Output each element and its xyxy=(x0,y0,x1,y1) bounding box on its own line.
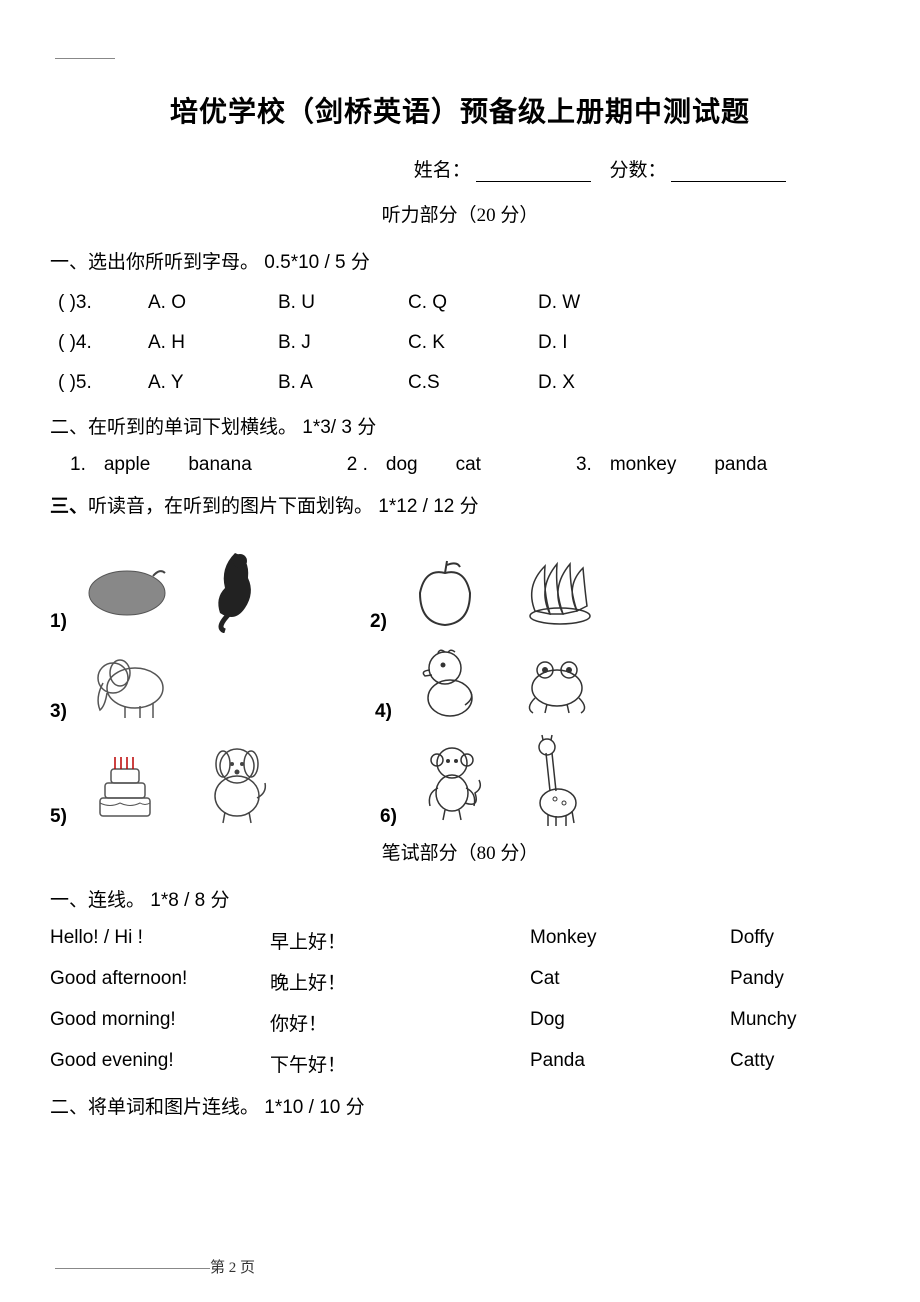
pic-row-2: 3) 4) xyxy=(50,643,870,723)
pic-label-5: 5) xyxy=(50,806,85,828)
word-option: cat xyxy=(456,454,481,476)
mc-row: ( )5.A. YB. AC.SD. X xyxy=(50,372,870,394)
match-cell: Monkey xyxy=(530,927,730,954)
written-section-title: 笔试部分（80 分） xyxy=(50,838,870,865)
mc-option: C.S xyxy=(408,372,538,394)
pic-row-3: 5) xyxy=(50,733,870,828)
mc-paren[interactable]: ( )4. xyxy=(58,332,148,354)
mc-paren[interactable]: ( )3. xyxy=(58,292,148,314)
q1-heading: 一、选出你所听到字母。 0.5*10 / 5 分 xyxy=(50,247,870,274)
q4-heading: 一、连线。 1*8 / 8 分 xyxy=(50,885,870,912)
word-option: monkey xyxy=(610,454,677,476)
mc-row: ( )4.A. HB. JC. KD. I xyxy=(50,332,870,354)
name-blank[interactable] xyxy=(476,164,591,182)
pic-row-1: 1) 2) xyxy=(50,543,870,633)
match-row: Hello! / Hi !早上好！MonkeyDoffy xyxy=(50,927,870,954)
q3-rest: 听读音，在听到的图片下面划钩。 1*12 / 12 分 xyxy=(88,496,479,517)
footer-rule xyxy=(55,1268,210,1269)
match-row: Good morning!你好！DogMunchy xyxy=(50,1009,870,1036)
pic-label-6: 6) xyxy=(380,806,415,828)
dog-icon xyxy=(195,738,280,828)
top-rule xyxy=(55,58,115,59)
match-cell: Good afternoon! xyxy=(50,968,270,995)
word-num: 1. xyxy=(70,454,86,476)
word-option: panda xyxy=(714,454,767,476)
mc-option: B. A xyxy=(278,372,408,394)
giraffe-icon xyxy=(520,733,590,828)
frog-icon xyxy=(515,648,600,718)
mc-option: A. O xyxy=(148,292,278,314)
match-cell: Munchy xyxy=(730,1009,797,1036)
page-title: 培优学校（剑桥英语）预备级上册期中测试题 xyxy=(50,90,870,130)
match-table: Hello! / Hi !早上好！MonkeyDoffy Good afterno… xyxy=(50,927,870,1077)
mc-option: B. U xyxy=(278,292,408,314)
mc-option: D. X xyxy=(538,372,668,394)
match-cell: 早上好！ xyxy=(270,927,530,954)
mc-option: A. Y xyxy=(148,372,278,394)
match-cell: Doffy xyxy=(730,927,774,954)
mc-option: C. Q xyxy=(408,292,538,314)
word-row: 1. apple banana 2 . dog cat 3. monkey panda xyxy=(50,454,870,476)
duck-icon xyxy=(410,643,485,723)
q3-prefix: 三、 xyxy=(50,496,88,517)
match-cell: 下午好！ xyxy=(270,1050,530,1077)
pic-label-3: 3) xyxy=(50,701,85,723)
match-cell: Dog xyxy=(530,1009,730,1036)
monkey-icon xyxy=(415,738,490,823)
listening-section-title: 听力部分（20 分） xyxy=(50,200,870,227)
match-cell: 你好！ xyxy=(270,1009,530,1036)
q5-heading: 二、将单词和图片连线。 1*10 / 10 分 xyxy=(50,1092,870,1119)
pic-label-4: 4) xyxy=(375,701,410,723)
match-cell: Good morning! xyxy=(50,1009,270,1036)
pic-section: 1) 2) xyxy=(50,543,870,828)
match-row: Good afternoon!晚上好！CatPandy xyxy=(50,968,870,995)
word-num: 3. xyxy=(576,454,592,476)
elephant-icon xyxy=(85,648,175,723)
mango-icon xyxy=(85,558,170,618)
match-cell: Hello! / Hi ! xyxy=(50,927,270,954)
word-option: apple xyxy=(104,454,151,476)
score-blank[interactable] xyxy=(671,164,786,182)
q3-heading: 三、听读音，在听到的图片下面划钩。 1*12 / 12 分 xyxy=(50,491,870,518)
match-row: Good evening!下午好！PandaCatty xyxy=(50,1050,870,1077)
mc-option: D. W xyxy=(538,292,668,314)
mc-option: A. H xyxy=(148,332,278,354)
word-option: dog xyxy=(386,454,418,476)
match-cell: Panda xyxy=(530,1050,730,1077)
mc-paren[interactable]: ( )5. xyxy=(58,372,148,394)
q2-heading: 二、在听到的单词下划横线。 1*3/ 3 分 xyxy=(50,412,870,439)
apple-icon xyxy=(405,553,485,633)
name-score-line: 姓名： 分数： xyxy=(50,155,870,182)
mc-option: B. J xyxy=(278,332,408,354)
score-label: 分数： xyxy=(610,160,667,181)
name-label: 姓名： xyxy=(414,160,471,181)
match-cell: Cat xyxy=(530,968,730,995)
mc-container: ( )3.A. OB. UC. QD. W ( )4.A. HB. JC. KD.… xyxy=(50,292,870,394)
mc-option: D. I xyxy=(538,332,668,354)
word-option: banana xyxy=(188,454,251,476)
mc-option: C. K xyxy=(408,332,538,354)
banana-icon xyxy=(515,556,605,631)
pic-label-2: 2) xyxy=(370,611,405,633)
lizard-icon xyxy=(200,543,270,633)
word-num: 2 . xyxy=(347,454,368,476)
footer-text: 第 2 页 xyxy=(210,1260,255,1276)
mc-row: ( )3.A. OB. UC. QD. W xyxy=(50,292,870,314)
match-cell: Pandy xyxy=(730,968,784,995)
page-footer: 第 2 页 xyxy=(55,1256,255,1277)
match-cell: Catty xyxy=(730,1050,774,1077)
match-cell: 晚上好！ xyxy=(270,968,530,995)
match-cell: Good evening! xyxy=(50,1050,270,1077)
cake-icon xyxy=(85,743,165,823)
pic-label-1: 1) xyxy=(50,611,85,633)
